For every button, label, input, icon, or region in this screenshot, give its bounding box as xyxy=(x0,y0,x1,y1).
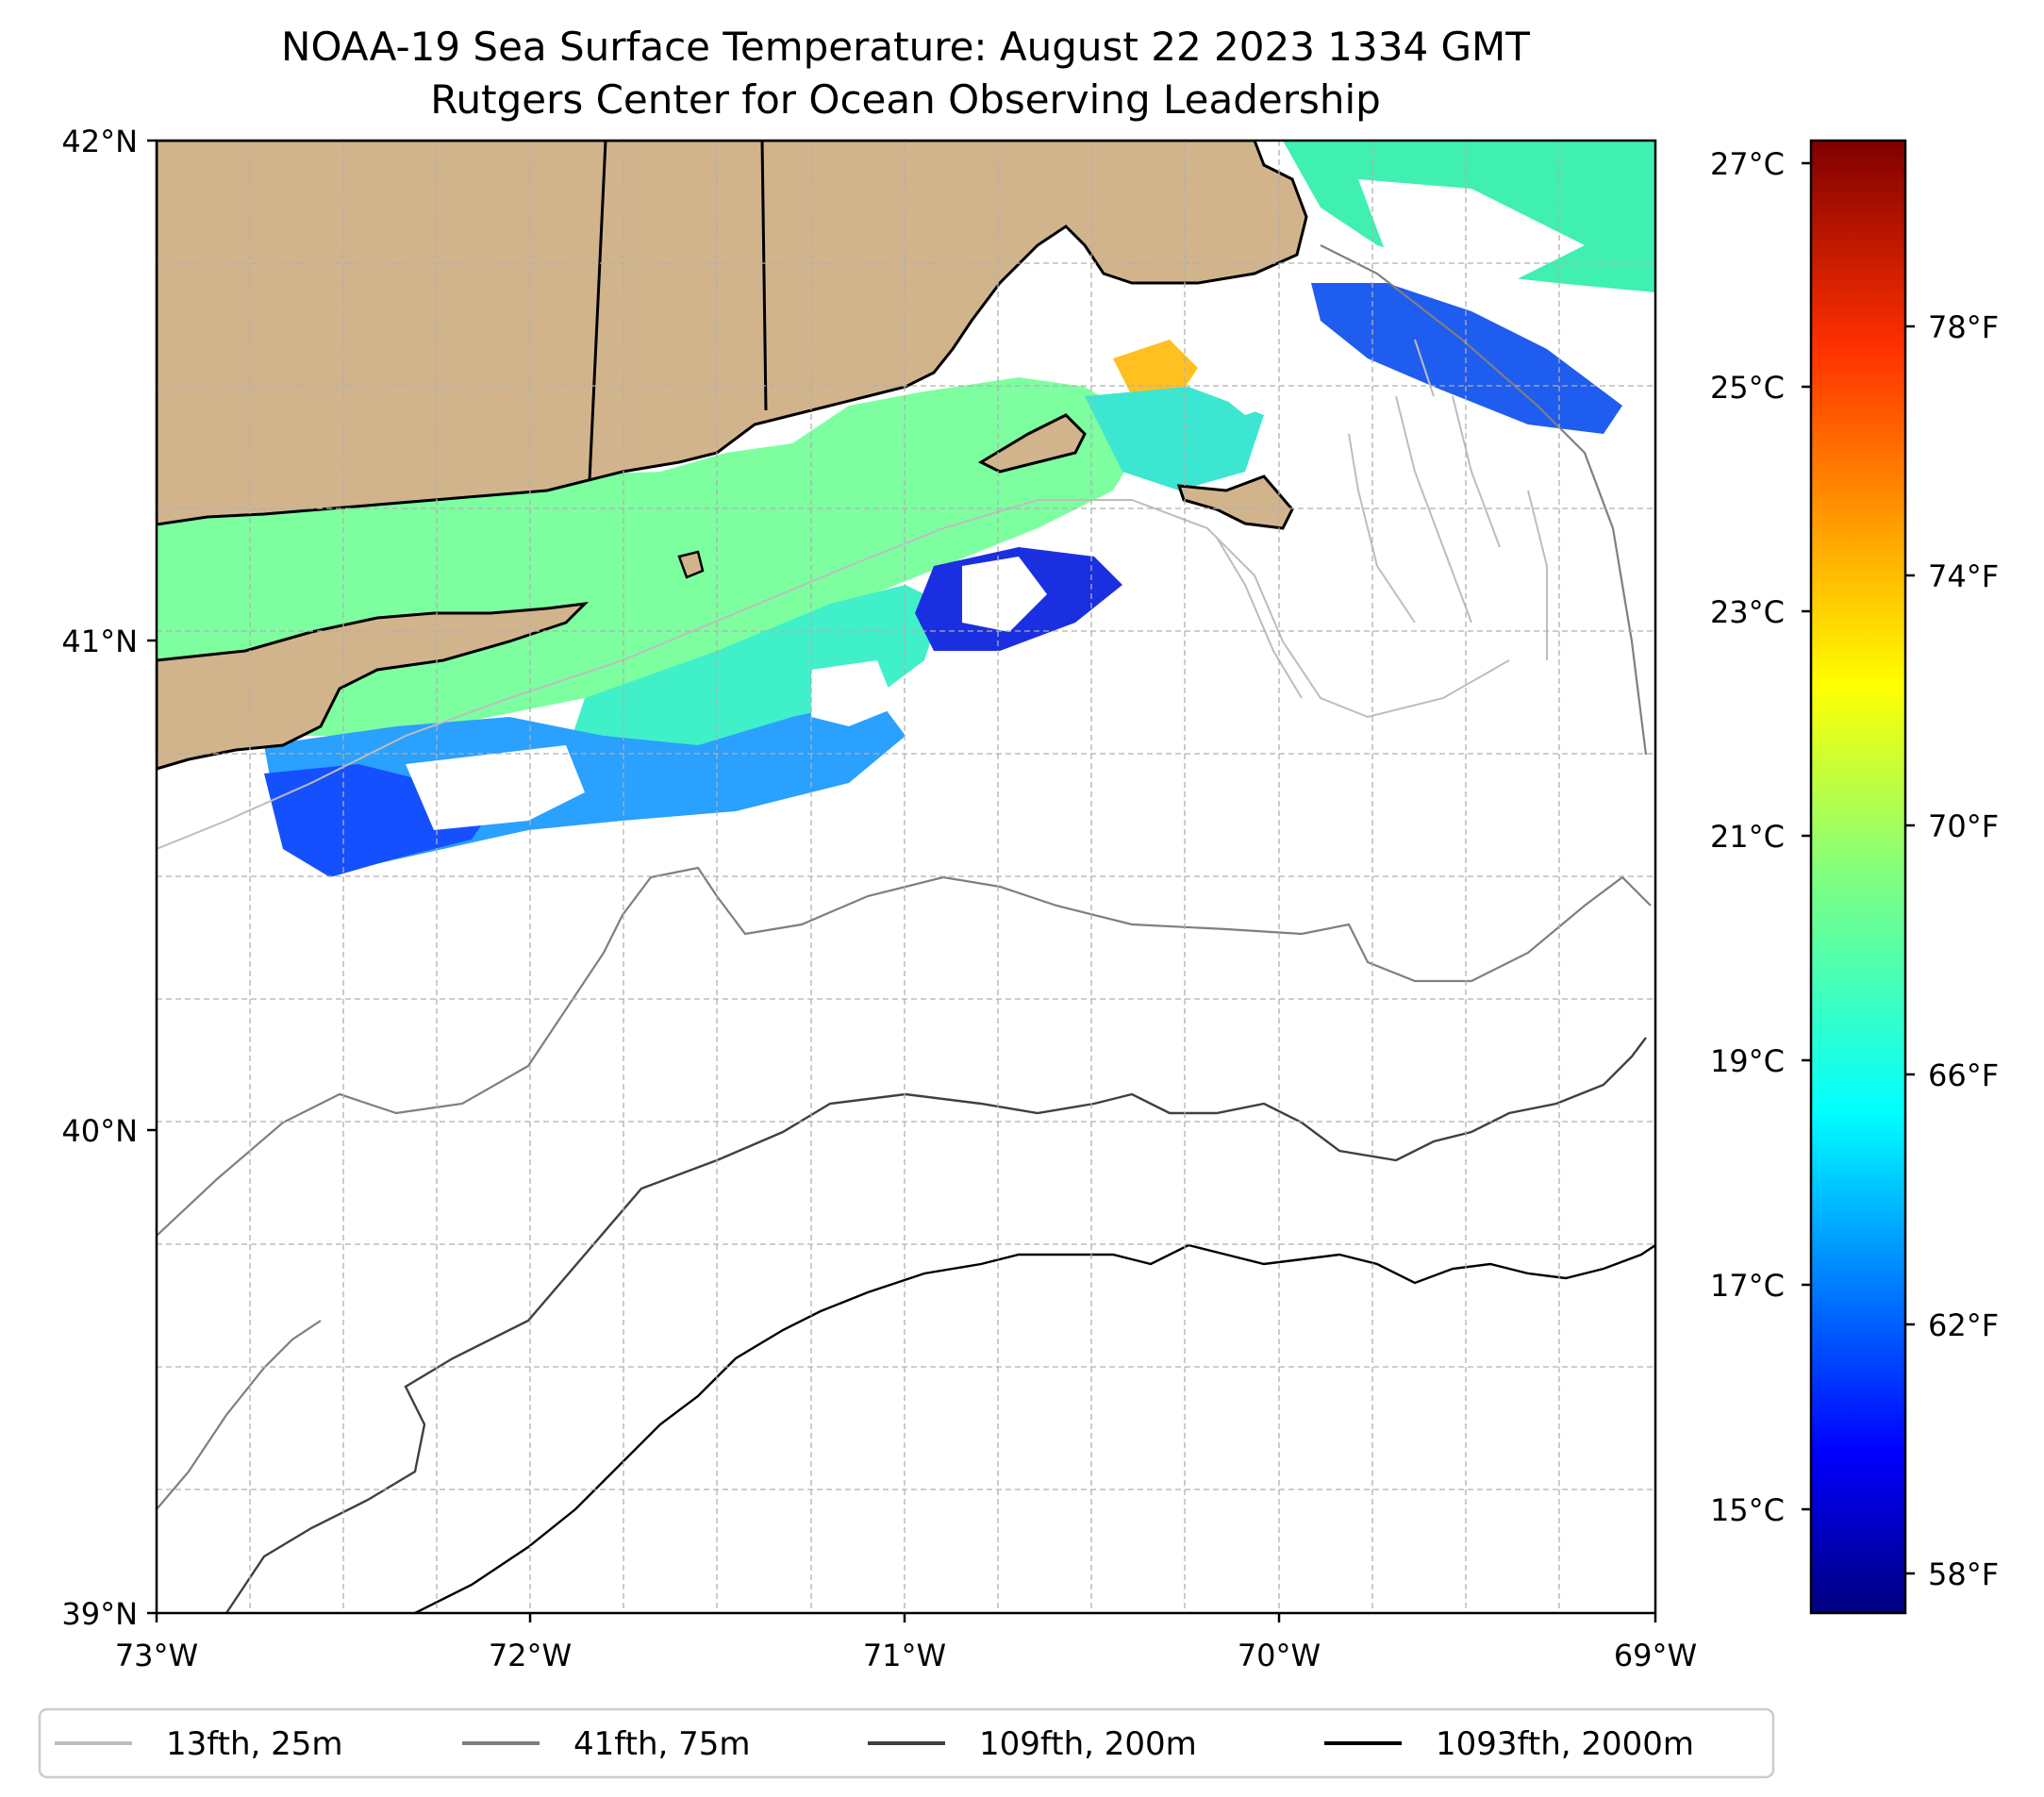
contour-legend: 13fth, 25m 41fth, 75m 109fth, 200m 1093f… xyxy=(38,1707,1775,1779)
state-border-ny-ct xyxy=(588,141,607,482)
map-frame xyxy=(155,139,1657,1615)
cloud-gap-4 xyxy=(1358,179,1585,283)
fahrenheit-tick-70: 70°F xyxy=(1928,808,1999,844)
land-layer xyxy=(157,141,1308,771)
lat-label-40: 40°N xyxy=(61,1113,138,1149)
celsius-tick-25: 25°C xyxy=(1710,370,1785,406)
land-long-island xyxy=(157,601,590,771)
fahrenheit-tick-74: 74°F xyxy=(1928,558,1999,594)
fahrenheit-tick-78: 78°F xyxy=(1928,309,1999,345)
lat-label-41: 41°N xyxy=(61,624,138,659)
axis-ticks xyxy=(147,139,1657,1622)
celsius-tick-27: 27°C xyxy=(1710,146,1785,182)
legend-label-2000m: 1093fth, 2000m xyxy=(1436,1725,1694,1763)
colorbar: 27°C 25°C 23°C 21°C 19°C 17°C 15°C 78°F … xyxy=(1710,139,1999,1615)
contour-25m xyxy=(157,499,1510,850)
celsius-tick-15: 15°C xyxy=(1710,1492,1785,1528)
celsius-tick-23: 23°C xyxy=(1710,594,1785,630)
cloud-gap-3 xyxy=(406,745,585,830)
legend-label-200m: 109fth, 200m xyxy=(979,1725,1197,1763)
legend-label-25m: 13fth, 25m xyxy=(166,1725,343,1763)
fahrenheit-tick-66: 66°F xyxy=(1928,1057,1999,1093)
map-area xyxy=(157,141,1655,1613)
land-block-island xyxy=(677,550,705,579)
legend-label-75m: 41fth, 75m xyxy=(573,1725,751,1763)
contour-25m-shoals xyxy=(1348,339,1548,660)
lon-label-69: 69°W xyxy=(1614,1638,1697,1673)
contour-75m xyxy=(157,866,1652,1237)
lat-label-39: 39°N xyxy=(61,1596,138,1632)
lon-label-73: 73°W xyxy=(115,1638,198,1673)
contour-2000m xyxy=(414,1243,1655,1613)
sst-patch-georges-cold xyxy=(1311,283,1622,434)
sst-patch-warm-narragansett xyxy=(1113,340,1198,396)
contour-75m-west xyxy=(157,1320,322,1510)
sst-patch-nantucket xyxy=(1085,387,1264,491)
gridlines xyxy=(157,141,1655,1613)
latitude-labels: 42°N 41°N 40°N 39°N xyxy=(61,124,138,1632)
land-nantucket xyxy=(1176,474,1294,530)
celsius-tick-21: 21°C xyxy=(1710,819,1785,855)
cloud-gap-1 xyxy=(962,557,1047,632)
contour-200m xyxy=(225,1037,1647,1613)
cloud-gap-5 xyxy=(1198,311,1302,415)
lon-label-70: 70°W xyxy=(1238,1638,1321,1673)
sst-patch-block-island xyxy=(566,585,943,774)
colorbar-gradient xyxy=(1809,139,1907,1615)
lon-label-71: 71°W xyxy=(863,1638,946,1673)
lat-label-42: 42°N xyxy=(61,124,138,159)
lon-label-72: 72°W xyxy=(489,1638,572,1673)
contour-75m-north xyxy=(1320,244,1648,756)
bathymetry-contours xyxy=(157,244,1655,1613)
cloud-gap-2 xyxy=(811,660,896,726)
land-marthas-vineyard xyxy=(977,413,1087,474)
title-line-1: NOAA-19 Sea Surface Temperature: August … xyxy=(281,24,1530,70)
title-line-2: Rutgers Center for Ocean Observing Leade… xyxy=(430,76,1381,123)
fahrenheit-tick-58: 58°F xyxy=(1928,1556,1999,1592)
fahrenheit-tick-62: 62°F xyxy=(1928,1307,1999,1343)
sst-data-layer xyxy=(157,141,1655,877)
celsius-tick-19: 19°C xyxy=(1710,1043,1785,1079)
celsius-tick-17: 17°C xyxy=(1710,1268,1785,1304)
land-new-england xyxy=(157,141,1308,526)
state-border-ct-ri xyxy=(760,141,768,411)
longitude-labels: 73°W 72°W 71°W 70°W 69°W xyxy=(115,1638,1697,1673)
